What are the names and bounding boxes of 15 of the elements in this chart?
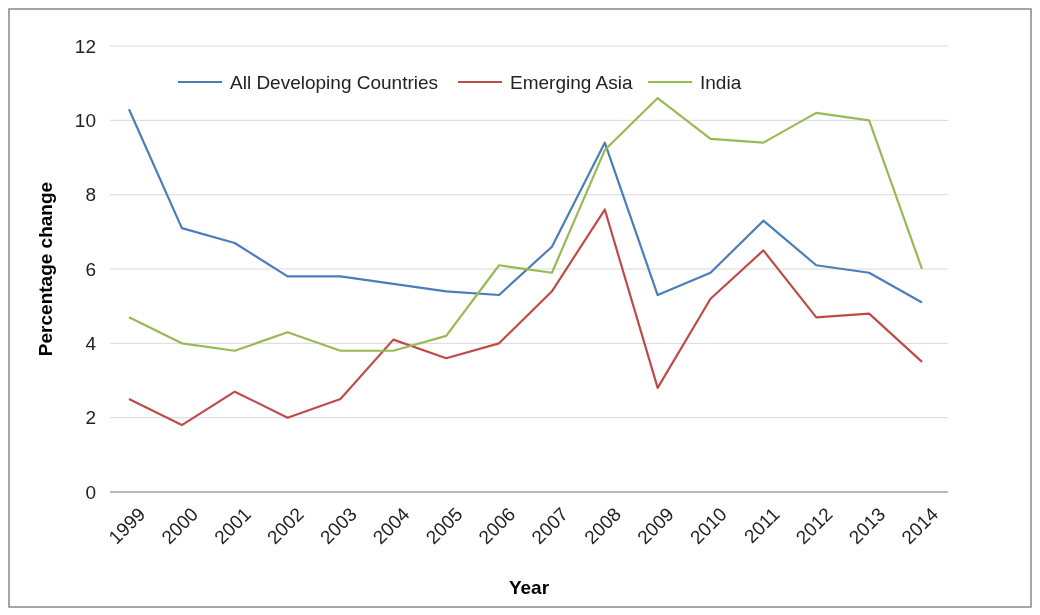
y-tick-label: 8 [85, 184, 96, 206]
y-tick-label: 2 [85, 407, 96, 429]
legend-label: All Developing Countries [230, 71, 439, 93]
line-series [127, 108, 924, 304]
line-series [127, 208, 924, 427]
y-axis-title: Percentage change [35, 181, 56, 357]
y-tick-label: 4 [85, 332, 97, 354]
y-tick-label: 6 [85, 258, 96, 280]
x-axis-title: Year [508, 577, 550, 598]
y-tick-label: 10 [74, 109, 96, 131]
y-tick-label: 0 [85, 481, 96, 503]
y-tick-label: 12 [74, 35, 96, 57]
legend-label: India [700, 71, 742, 93]
legend-label: Emerging Asia [510, 71, 633, 93]
line-series [127, 96, 924, 352]
